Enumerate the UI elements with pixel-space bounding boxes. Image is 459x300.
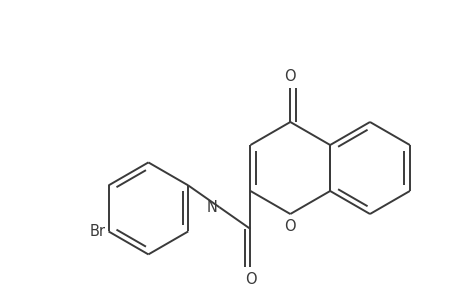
Text: O: O bbox=[284, 69, 296, 84]
Text: Br: Br bbox=[90, 224, 105, 239]
Text: O: O bbox=[284, 219, 296, 234]
Text: N: N bbox=[206, 200, 217, 215]
Text: O: O bbox=[244, 272, 256, 287]
